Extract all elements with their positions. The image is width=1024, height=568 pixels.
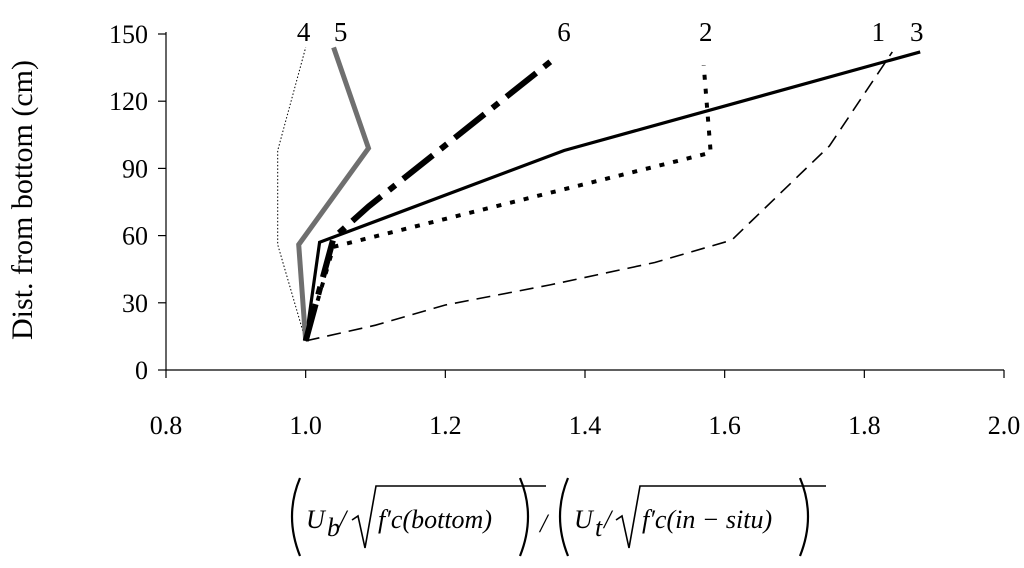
series-label-1: 1 <box>872 17 886 47</box>
formula-left-open-paren <box>290 477 302 557</box>
x-tick-label: 1.4 <box>569 411 602 440</box>
formula-right-open-paren <box>558 477 570 557</box>
formula-left-slash: / <box>337 505 349 534</box>
formula-right-sub: t <box>595 513 603 542</box>
series-line-5 <box>296 46 372 342</box>
formula-left-close-paren <box>518 477 530 557</box>
series-label-3: 3 <box>910 17 924 47</box>
y-tick-label: 150 <box>109 20 148 49</box>
x-tick-label: 0.8 <box>150 411 183 440</box>
x-tick-label: 1.8 <box>848 411 881 440</box>
formula-left-radicand: f′c(bottom) <box>378 505 492 534</box>
formula-right-radicand: f′c(in − situ) <box>642 505 772 534</box>
x-tick-label: 1.6 <box>708 411 741 440</box>
y-tick-label: 60 <box>122 222 148 251</box>
y-tick-label: 0 <box>135 356 148 385</box>
series-label-2: 2 <box>699 17 713 47</box>
x-tick-label: 2.0 <box>988 411 1021 440</box>
series-line-6 <box>302 54 559 342</box>
series-label-6: 6 <box>557 17 571 47</box>
formula-divider: / <box>538 509 550 538</box>
formula-left-sqrt <box>351 485 546 549</box>
formula-left-var: U <box>306 505 327 534</box>
x-tick-label: 1.0 <box>289 411 322 440</box>
y-tick-label: 30 <box>122 289 148 318</box>
series-line-2 <box>303 65 713 342</box>
series-line-1 <box>304 50 921 342</box>
formula-right-close-paren <box>798 477 810 557</box>
formula-right-slash: / <box>602 505 614 534</box>
series-line-3 <box>305 51 893 342</box>
series-layer <box>277 46 921 342</box>
y-tick-label: 90 <box>122 154 148 183</box>
x-tick-label: 1.2 <box>429 411 462 440</box>
axes: 0 30 60 90 120 150 0.8 1.0 1.2 1.4 1.6 1.8 2.0 <box>109 20 1020 440</box>
y-tick-label: 120 <box>109 87 148 116</box>
y-axis-title: Dist. from bottom (cm) <box>6 60 39 340</box>
series-label-5: 5 <box>334 17 348 47</box>
series-label-4: 4 <box>297 17 311 47</box>
formula-left-sub: b <box>327 513 340 542</box>
series-line-4 <box>277 47 307 342</box>
formula-right-sqrt <box>615 485 826 549</box>
formula-right-var: U <box>574 505 595 534</box>
